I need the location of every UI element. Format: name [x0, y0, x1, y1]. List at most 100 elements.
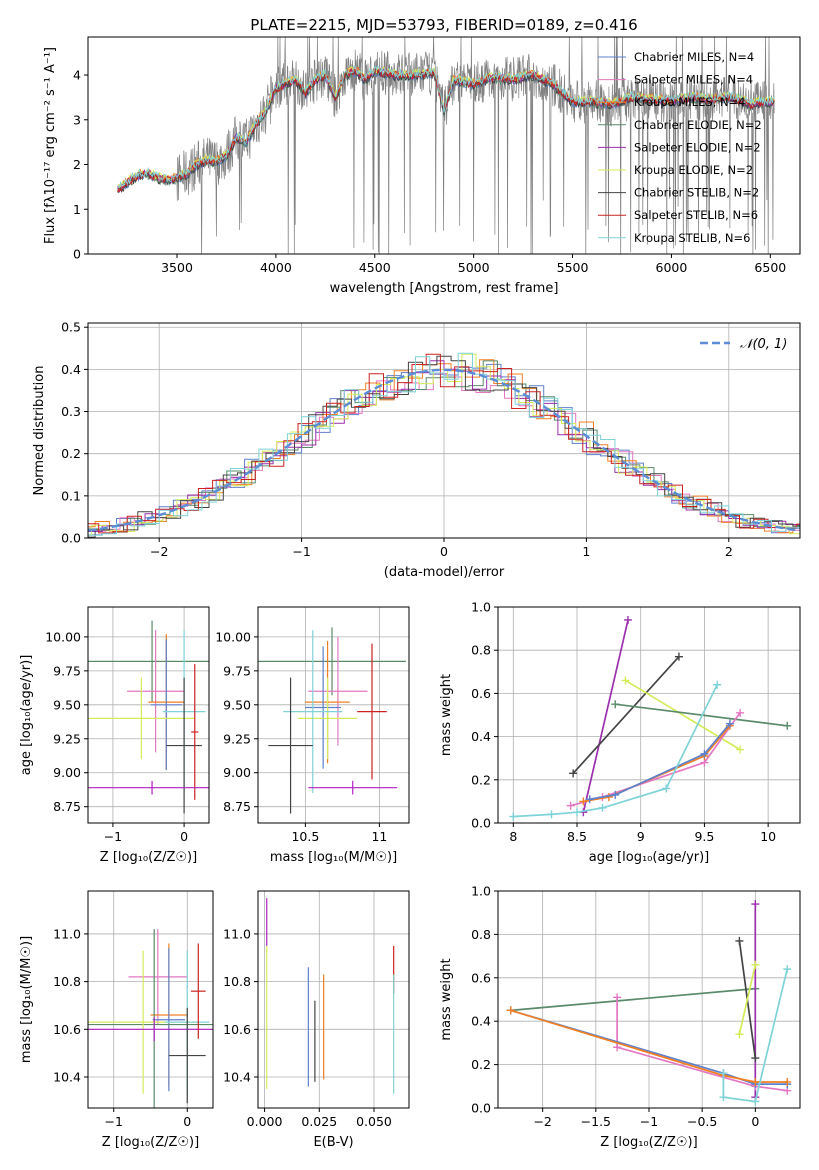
- y-axis-label: mass weight: [439, 958, 454, 1040]
- axes-frame: [497, 890, 801, 1109]
- y-tick-label: 0.5: [61, 320, 81, 335]
- weight-marker: [751, 1097, 760, 1106]
- weight-marker: [613, 1043, 622, 1052]
- residual-histogram: [88, 352, 800, 538]
- y-tick-label: 9.00: [53, 765, 81, 780]
- y-axis-label: Flux [fλ10⁻¹⁷ erg cm⁻² s⁻¹ A⁻¹]: [43, 47, 58, 244]
- y-tick-label: 9.25: [223, 731, 251, 746]
- x-axis-label: Z [log₁₀(Z/Z☉)]: [102, 1135, 199, 1150]
- y-tick-label: 2: [73, 157, 81, 172]
- weight-marker: [509, 812, 518, 821]
- y-tick-label: 0.0: [471, 1101, 491, 1116]
- legend-entry: Chabrier ELODIE, N=2: [634, 118, 762, 132]
- weight-marker: [783, 721, 792, 730]
- x-axis-label: mass [log₁₀(M/M☉)]: [270, 850, 397, 865]
- y-tick-label: 0.8: [471, 643, 491, 658]
- plot-area: [266, 898, 395, 1094]
- x-tick-label: 8.5: [567, 829, 587, 844]
- y-tick-label: 0.4: [471, 1014, 491, 1029]
- axes-frame: [257, 606, 410, 824]
- x-tick-label: −2: [533, 1114, 551, 1129]
- x-tick-label: −1: [640, 1114, 658, 1129]
- legend-entry: Chabrier STELIB, N=2: [634, 186, 759, 200]
- chart-title: PLATE=2215, MJD=53793, FIBERID=0189, z=0…: [250, 16, 637, 34]
- weight-marker: [751, 900, 760, 909]
- x-tick-label: −0.5: [687, 1114, 717, 1129]
- x-tick-label: −1: [104, 829, 122, 844]
- y-tick-label: 11.0: [223, 926, 251, 941]
- plot-area: [506, 900, 792, 1106]
- y-tick-label: 1.0: [471, 884, 491, 899]
- weight-marker: [613, 993, 622, 1002]
- x-tick-label: 4000: [260, 260, 292, 275]
- x-axis-label: (data-model)/error: [384, 565, 505, 580]
- weight-marker: [569, 769, 578, 778]
- y-tick-label: 9.50: [223, 697, 251, 712]
- y-tick-label: 9.75: [223, 663, 251, 678]
- x-tick-label: −1: [105, 1114, 123, 1129]
- x-tick-label: 11: [371, 829, 387, 844]
- legend-entry: Kroupa MILES, N=4: [634, 95, 746, 109]
- y-tick-label: 0.4: [61, 362, 81, 377]
- x-tick-label: 2: [725, 544, 733, 559]
- residual-histogram: [88, 353, 800, 534]
- x-tick-label: 0: [180, 829, 188, 844]
- y-tick-label: 10.8: [223, 974, 251, 989]
- weight-marker: [547, 810, 556, 819]
- y-tick-label: 0.8: [471, 927, 491, 942]
- panel-5: 8 8.5 9 9.5 10 0.0 0.2 0.4 0.6 0.8 1.0 age [log₁₀(a…: [439, 600, 801, 865]
- legend-entry: 𝒩(0, 1): [740, 337, 787, 352]
- weight-marker: [736, 745, 745, 754]
- y-tick-label: 0.1: [61, 488, 81, 503]
- weight-line: [738, 964, 757, 1035]
- axes-frame: [497, 606, 801, 824]
- y-tick-label: 0.2: [471, 1057, 491, 1072]
- legend-entry: Chabrier MILES, N=4: [634, 50, 754, 64]
- x-tick-label: 10: [760, 829, 776, 844]
- residual-histogram: [88, 355, 800, 538]
- legend-entry: Salpeter STELIB, N=6: [634, 208, 758, 222]
- y-tick-label: 0.6: [471, 970, 491, 985]
- weight-marker: [783, 1077, 792, 1086]
- y-tick-label: 3: [73, 112, 81, 127]
- axes-frame: [87, 36, 801, 255]
- y-tick-label: 1: [73, 202, 81, 217]
- y-tick-label: 9.25: [53, 731, 81, 746]
- y-tick-label: 9.75: [53, 663, 81, 678]
- panel-6: −1 0 10.4 10.6 10.8 11.0 Z [log₁₀(Z/Z☉)] mass […: [19, 890, 214, 1150]
- weight-line: [722, 968, 789, 1103]
- legend: Chabrier MILES, N=4 Salpeter MILES, N=4 Kr…: [598, 50, 762, 245]
- y-tick-label: 10.4: [223, 1070, 251, 1085]
- panel-3: −1 0 8.75 9.00 9.25 9.50 9.75 10.00 Z [log₁₀(Z/Z…: [19, 606, 210, 865]
- y-tick-label: 10.00: [215, 629, 251, 644]
- panel-4: 10.5 11 8.75 9.00 9.25 9.50 9.75 10.00 mass [log…: [215, 606, 410, 865]
- weight-marker: [585, 795, 594, 804]
- gaussian-curve: [88, 368, 798, 532]
- x-tick-label: 0: [751, 1114, 759, 1129]
- y-tick-label: 0.2: [471, 772, 491, 787]
- weight-line: [510, 987, 756, 1012]
- weight-line: [572, 656, 680, 774]
- weight-marker: [623, 615, 632, 624]
- weight-marker: [566, 801, 575, 810]
- weight-marker: [621, 676, 630, 685]
- x-tick-label: 9: [637, 829, 645, 844]
- legend-entry: Kroupa STELIB, N=6: [634, 231, 751, 245]
- axes-frame: [87, 322, 801, 539]
- plot-area: [117, 37, 775, 254]
- plot-area: [88, 620, 209, 814]
- x-tick-label: 5000: [458, 260, 490, 275]
- y-tick-label: 9.00: [223, 765, 251, 780]
- x-axis-label: wavelength [Angstrom, rest frame]: [330, 281, 559, 296]
- axes-frame: [87, 890, 214, 1109]
- axes-frame: [257, 890, 410, 1109]
- x-tick-label: 6500: [754, 260, 786, 275]
- y-tick-label: 10.8: [53, 974, 81, 989]
- x-tick-label: 1: [582, 544, 590, 559]
- y-tick-label: 0.6: [471, 686, 491, 701]
- weight-marker: [783, 965, 792, 974]
- panel-8: −2 −1.5 −1 −0.5 0 0.0 0.2 0.4 0.6 0.8 1.0 Z [log₁₀(…: [439, 884, 801, 1150]
- weight-marker: [611, 700, 620, 709]
- x-tick-label: −2: [150, 544, 168, 559]
